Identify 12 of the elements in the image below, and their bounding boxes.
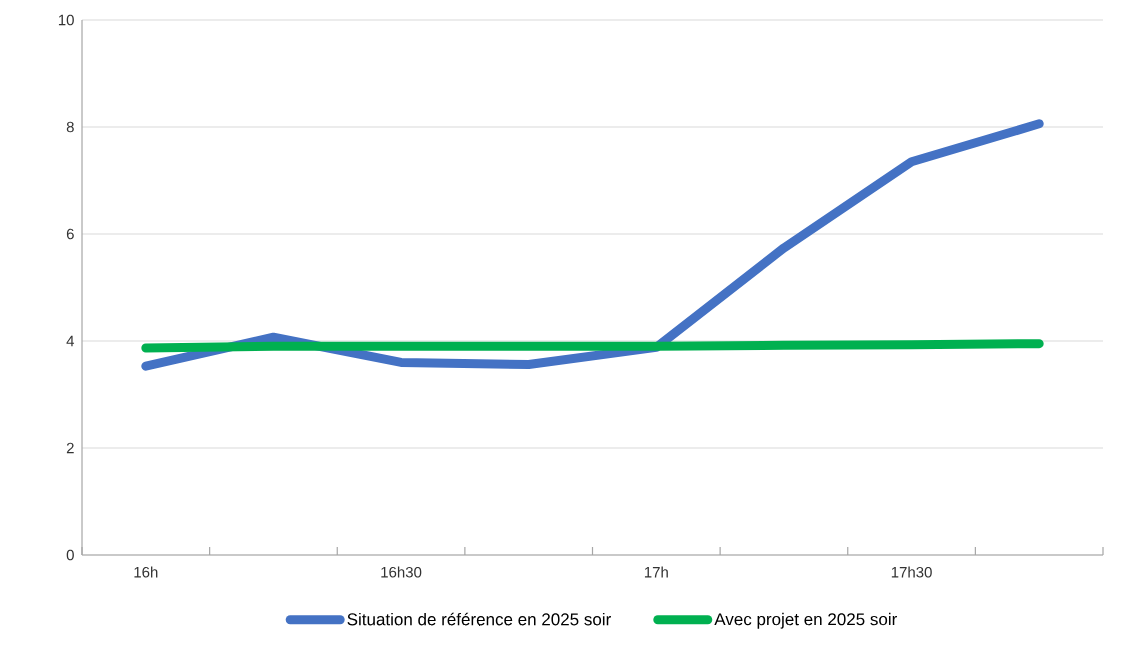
x-tick-label: 17h30: [891, 566, 932, 578]
x-tick-label: 16h30: [381, 566, 422, 578]
y-tick-label: 10: [58, 14, 74, 26]
y-tick-label: 4: [66, 335, 75, 347]
y-tick-label: 2: [66, 442, 74, 454]
y-tick-label: 8: [66, 121, 74, 133]
legend-label: Situation de référence en 2025 soir: [347, 612, 611, 626]
x-tick-label: 16h: [134, 566, 158, 578]
x-tick-label: 17h: [644, 566, 668, 578]
legend-label: Avec projet en 2025 soir: [714, 612, 897, 629]
y-tick-label: 6: [66, 228, 74, 240]
y-tick-label: 0: [66, 549, 74, 561]
